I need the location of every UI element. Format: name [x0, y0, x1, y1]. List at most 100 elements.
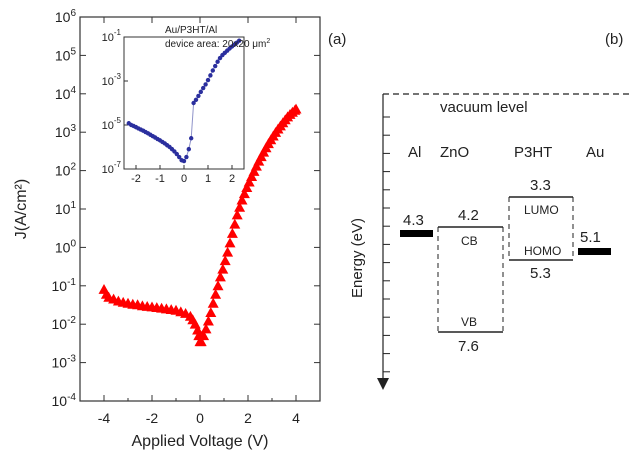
inset-x-tick-label: 1	[205, 173, 211, 185]
inset-data-point	[237, 38, 242, 43]
main-data-series	[98, 103, 302, 347]
main-y-tick-label: 100	[55, 238, 77, 255]
p3ht-homo-value: 5.3	[530, 265, 551, 282]
main-data-point	[207, 297, 219, 308]
material-label-zno: ZnO	[440, 144, 469, 161]
inset-annotation-area: device area: 20x20 μm2	[165, 38, 270, 50]
main-data-point	[205, 307, 217, 318]
inset-data-point	[217, 55, 223, 61]
main-data-point	[219, 255, 231, 266]
material-label-p3ht: P3HT	[514, 144, 552, 161]
main-data-point	[236, 194, 248, 205]
panel-b-energy-diagram: (b) vacuum level Energy (eV) Al ZnO P3HT…	[349, 31, 630, 390]
inset-data-point	[191, 100, 196, 106]
panel-a-jv-plot: -4 -2 0 2 410-410-310-210-110010110210310410…	[13, 8, 346, 450]
main-x-tick-label: 0	[196, 410, 204, 426]
main-y-tick-label: 104	[55, 85, 77, 102]
main-data-point	[210, 288, 222, 299]
au-work-function-value: 5.1	[580, 229, 601, 246]
main-data-point	[224, 237, 236, 248]
main-data-point	[246, 171, 258, 181]
p3ht-lumo-value: 3.3	[530, 177, 551, 194]
inset-data-point	[177, 154, 182, 160]
main-y-tick-label: 10-3	[52, 354, 77, 371]
main-y-tick-label: 102	[55, 162, 77, 179]
main-data-point	[214, 271, 226, 282]
p3ht-lumo-band-label: LUMO	[524, 203, 559, 217]
main-data-point	[231, 209, 243, 220]
inset-y-tick-label: 10-5	[102, 116, 122, 132]
inset-data-point	[196, 93, 201, 99]
main-y-tick-label: 10-4	[52, 392, 77, 409]
main-y-tick-label: 105	[55, 46, 77, 63]
inset-data-point	[210, 68, 215, 73]
main-x-tick-label: 4	[292, 410, 300, 426]
main-data-point	[243, 176, 255, 187]
inset-x-tick-label: 0	[181, 173, 187, 185]
main-x-tick-label: -4	[98, 410, 111, 426]
main-axis-ticks: -4 -2 0 2 410-410-310-210-110010110210310410…	[52, 8, 321, 426]
inset-plot-frame	[123, 36, 245, 170]
inset-data-point	[186, 146, 191, 152]
inset-area-prefix: device area: 20x20	[165, 39, 252, 50]
inset-x-tick-label: 2	[229, 173, 235, 185]
zno-vb-band-label: VB	[461, 315, 477, 329]
inset-data-point	[208, 73, 213, 78]
inset-data-point	[189, 136, 194, 141]
energy-axis-arrowhead	[377, 378, 389, 390]
main-data-point	[226, 228, 238, 238]
inset-data-point	[184, 154, 189, 160]
main-data-point	[234, 201, 246, 212]
main-data-point	[248, 165, 260, 176]
material-label-al: Al	[408, 144, 421, 161]
inset-axis-ticks: -2 -1 0 1 2 10-7 10-5 10-3 10-1	[102, 28, 235, 185]
inset-jv-plot: -2 -1 0 1 2 10-7 10-5 10-3 10-1 Au/P3HT/Al devic…	[102, 25, 271, 185]
main-data-point	[198, 330, 210, 341]
vacuum-level-label: vacuum level	[440, 99, 528, 116]
inset-data-point	[205, 77, 211, 83]
main-y-tick-label: 10-1	[52, 277, 77, 294]
inset-x-tick-label: -1	[155, 173, 165, 185]
panel-a-label: (a)	[328, 31, 346, 48]
inset-y-tick-label: 10-7	[102, 160, 122, 176]
main-data-point	[195, 336, 207, 347]
p3ht-homo-band-label: HOMO	[524, 244, 561, 258]
inset-data-point	[193, 97, 199, 102]
main-data-point	[290, 103, 302, 114]
main-x-tick-label: 2	[244, 410, 252, 426]
main-data-point	[200, 323, 212, 334]
main-y-tick-label: 103	[55, 123, 77, 140]
material-label-au: Au	[586, 144, 604, 161]
main-data-point	[222, 246, 234, 257]
inset-data-point	[201, 85, 206, 91]
energy-axis-label: Energy (eV)	[349, 218, 366, 298]
au-work-function-bar	[578, 248, 611, 255]
main-y-axis-label: J(A/cm²)	[13, 179, 30, 239]
inset-area-unit: μm	[252, 39, 266, 50]
inset-data-point	[213, 63, 218, 69]
inset-data-point	[181, 158, 187, 164]
main-data-point	[217, 263, 229, 274]
main-x-axis-label: Applied Voltage (V)	[132, 433, 269, 450]
inset-area-unit-exponent: 2	[266, 38, 270, 45]
al-work-function-bar	[400, 230, 433, 237]
main-data-point	[241, 182, 253, 193]
inset-data-series	[126, 38, 242, 164]
main-data-point	[229, 218, 241, 229]
inset-data-point	[203, 82, 208, 87]
main-data-point	[238, 188, 250, 199]
inset-data-point	[174, 151, 179, 157]
main-y-tick-label: 101	[55, 200, 77, 217]
main-y-tick-label: 106	[55, 8, 77, 25]
zno-vb-value: 7.6	[458, 338, 479, 355]
zno-cb-band-label: CB	[461, 234, 478, 248]
inset-x-tick-label: -2	[131, 173, 141, 185]
inset-data-point	[215, 59, 220, 64]
main-y-tick-label: 10-2	[52, 315, 77, 332]
main-data-point	[202, 315, 214, 326]
inset-y-tick-label: 10-3	[102, 72, 122, 88]
inset-data-point	[198, 89, 203, 95]
energy-axis-ticks	[383, 116, 390, 373]
